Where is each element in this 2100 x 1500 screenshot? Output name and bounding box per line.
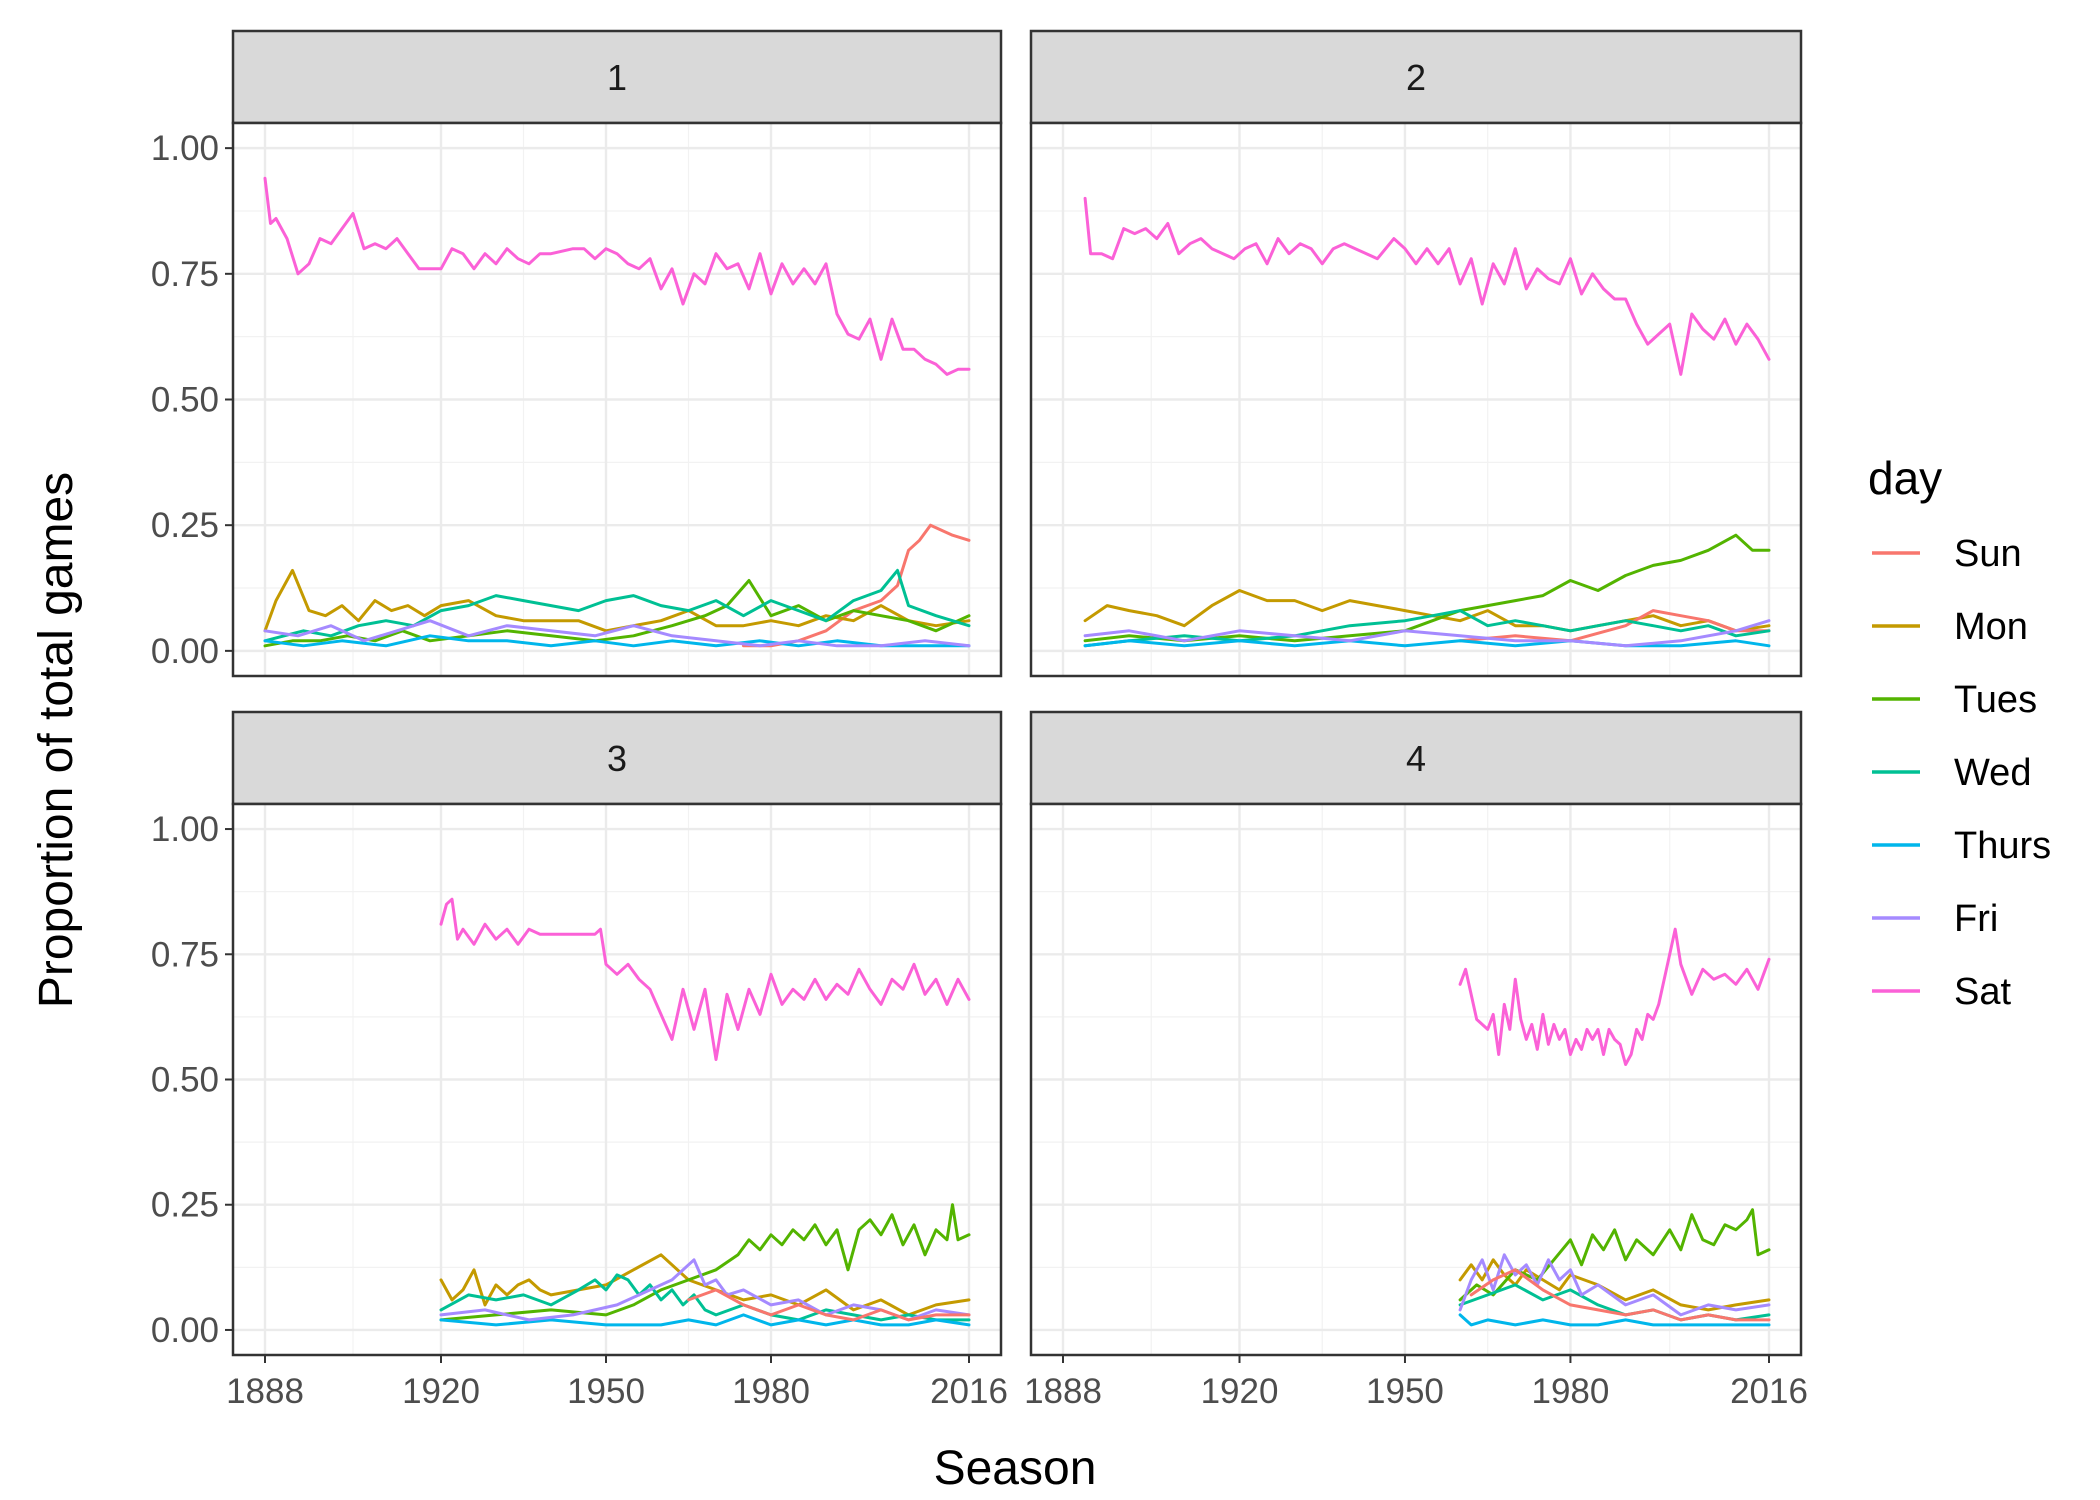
series-line-mon [1083,589,1771,633]
series-line-thurs [1458,1313,1771,1327]
x-axis-tick-label: 2016 [1730,1372,1808,1411]
facet-strip-label: 3 [607,738,627,779]
series-line-sat [439,897,971,1061]
facet-panel-3: 3 [231,710,1003,1357]
facet-panel-4: 4 [1029,710,1803,1357]
y-axis-tick-label: 0.25 [151,1186,219,1225]
y-axis-tick-label: 1.00 [151,129,219,168]
series-line-sat [263,176,971,376]
x-axis-tick-label: 1980 [1532,1372,1610,1411]
series-line-thurs [263,634,971,648]
x-axis-tick-label: 1950 [567,1372,645,1411]
facet-panels: 1 2 3 4 [231,29,1803,1357]
legend: day Sun Mon Tues Wed Thurs Fri Sat [1868,452,2051,1013]
panel-border [1029,802,1803,1357]
legend-label-fri: Fri [1954,898,1998,940]
series-line-sat [1458,927,1771,1066]
facet-panel-1: 1 [231,29,1003,678]
series-line-tues [439,1203,971,1322]
series-line-fri [439,1258,971,1322]
y-axis-tick-label: 0.75 [151,255,219,294]
series-line-fri [1458,1253,1771,1317]
series-line-fri [1083,619,1771,648]
facet-strip-label: 2 [1406,57,1426,98]
facet-panel-2: 2 [1029,29,1803,678]
x-axis-tick-label: 1888 [1024,1372,1102,1411]
series-line-wed [1083,609,1771,648]
series-line-fri [263,619,971,648]
series-line-sat [1083,196,1771,376]
series-line-sun [687,1288,971,1322]
series-line-tues [1083,533,1771,643]
facet-strip [231,710,1003,806]
series-line-tues [1458,1208,1771,1302]
series-line-thurs [1083,639,1771,648]
facet-strip-label: 1 [607,57,627,98]
legend-label-tues: Tues [1954,679,2037,721]
series-line-mon [1458,1258,1771,1312]
axes: 0.00 0.25 0.50 0.75 1.00 0.00 0.25 0.50 0.75 1.00… [151,129,1808,1411]
legend-label-sun: Sun [1954,533,2022,575]
series-line-wed [439,1273,971,1322]
series-line-mon [263,568,971,633]
legend-label-mon: Mon [1954,606,2028,648]
x-axis-tick-label: 1980 [732,1372,810,1411]
x-axis-tick-label: 1920 [1201,1372,1279,1411]
x-axis-tick-label: 1950 [1366,1372,1444,1411]
x-axis-tick-label: 2016 [930,1372,1008,1411]
y-axis-tick-label: 0.25 [151,506,219,545]
series-line-wed [263,568,971,643]
y-axis-tick-label: 0.75 [151,935,219,974]
facet-strip-label: 4 [1406,738,1426,779]
series-line-sun [1458,609,1771,643]
x-axis-tick-label: 1920 [402,1372,480,1411]
legend-title: day [1868,452,1942,504]
y-axis-tick-label: 0.00 [151,632,219,671]
legend-label-thurs: Thurs [1954,825,2051,867]
facet-strip [231,29,1003,125]
y-axis-title: Proportion of total games [30,472,83,1008]
y-axis-tick-label: 1.00 [151,810,219,849]
facet-strip [1029,710,1803,806]
x-axis-tick-label: 1888 [226,1372,304,1411]
series-line-sun [1469,1268,1771,1322]
legend-label-sat: Sat [1954,971,2011,1013]
series-line-thurs [439,1313,971,1327]
y-axis-tick-label: 0.50 [151,381,219,420]
legend-label-wed: Wed [1954,752,2031,794]
x-axis-title: Season [934,1442,1097,1495]
panel-border [1029,121,1803,678]
y-axis-tick-label: 0.50 [151,1061,219,1100]
y-axis-tick-label: 0.00 [151,1311,219,1350]
